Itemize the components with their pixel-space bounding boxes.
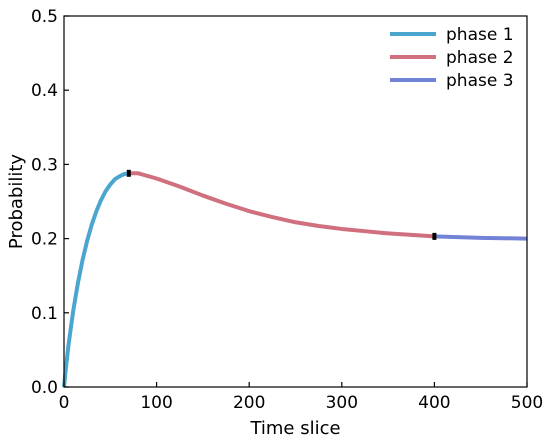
y-tick-label: 0.4 [31,81,58,101]
plot-layer [62,169,528,388]
series-line-1 [62,171,130,388]
legend: phase 1 phase 2 phase 3 [390,25,514,91]
series-line-2 [128,171,435,239]
y-tick-label: 0.5 [31,7,58,27]
x-tick-label: 300 [326,393,358,413]
x-tick-label: 500 [511,393,543,413]
phase-boundary-marker-2 [432,232,437,240]
x-tick-label: 400 [418,393,450,413]
axes-layer: 0 100 200 300 400 500 0.0 0.1 0.2 0.3 0.4 0.5 [31,7,543,413]
y-tick-label: 0.1 [31,304,58,324]
series-line-3 [434,234,528,241]
y-tick-label: 0.0 [31,378,58,398]
x-tick-label: 0 [59,393,70,413]
y-tick-label: 0.3 [31,155,58,175]
x-axis-label: Time slice [249,418,340,439]
legend-label-3: phase 3 [446,71,514,91]
phase-boundary-marker-1 [126,169,131,177]
legend-label-1: phase 1 [446,25,514,45]
y-tick-label: 0.2 [31,230,58,250]
x-tick-label: 100 [140,393,172,413]
legend-label-2: phase 2 [446,48,514,68]
plot-frame [63,15,528,388]
y-axis-label: Probability [6,154,27,249]
x-tick-label: 200 [233,393,265,413]
